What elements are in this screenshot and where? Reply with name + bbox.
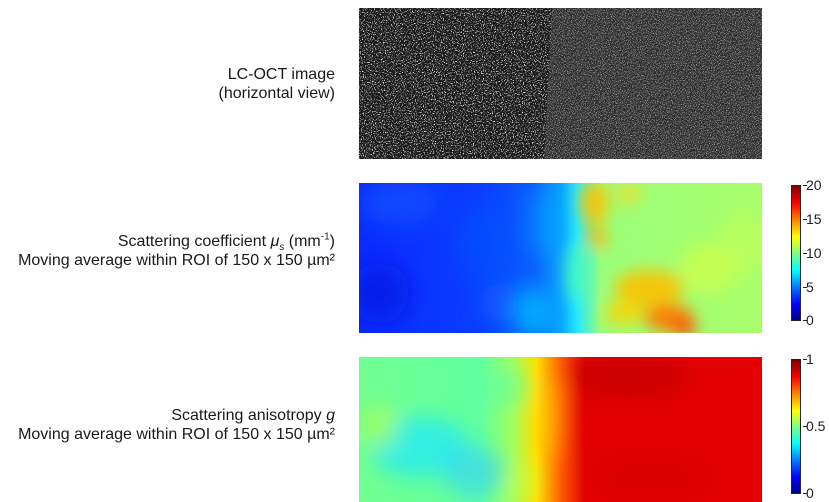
colorbar-tick-label: 15 <box>806 211 822 227</box>
scattering-coefficient-subtitle: Moving average within ROI of 150 x 150 µ… <box>18 252 335 269</box>
colorbar-tick-label: 10 <box>806 245 822 261</box>
anisotropy-heatmap <box>359 357 762 502</box>
oct-image-title: LC-OCT image <box>227 66 335 83</box>
colorbar-tick <box>803 185 807 186</box>
colorbar-tick-label: 1 <box>806 351 814 367</box>
scattering-coefficient-heatmap <box>359 183 762 333</box>
colorbar-tick <box>803 359 807 360</box>
anisotropy-colorbar <box>791 359 801 494</box>
g-symbol: g <box>326 407 335 424</box>
anisotropy-subtitle: Moving average within ROI of 150 x 150 µ… <box>18 426 335 443</box>
scattering-coefficient-title-prefix: Scattering coefficient <box>117 233 271 250</box>
colorbar-tick <box>803 219 807 220</box>
unit-exponent: -1 <box>320 231 330 243</box>
scattering-coefficient-map <box>359 183 762 333</box>
colorbar-tick <box>803 426 807 427</box>
mu-symbol: μ <box>270 233 280 250</box>
colorbar-tick-label: 0.5 <box>806 418 826 434</box>
colorbar-tick <box>803 253 807 254</box>
oct-image-subtitle: (horizontal view) <box>218 85 335 102</box>
mu-subscript: s <box>279 242 285 254</box>
scattering-coefficient-title: Scattering coefficient μs (mm-1) <box>18 231 335 254</box>
oct-image <box>359 8 762 159</box>
colorbar-tick-label: 0 <box>806 312 814 328</box>
colorbar-tick-label: 20 <box>806 177 822 193</box>
unit-close: ) <box>329 233 335 250</box>
anisotropy-title: Scattering anisotropy g <box>18 406 335 425</box>
colorbar-tick <box>803 287 807 288</box>
oct-image-caption: LC-OCT image (horizontal view) <box>219 65 335 103</box>
anisotropy-map <box>359 357 762 502</box>
anisotropy-title-prefix: Scattering anisotropy <box>171 407 327 424</box>
oct-image-speckle <box>359 8 762 159</box>
scattering-coefficient-caption: Scattering coefficient μs (mm-1) Moving … <box>18 232 335 270</box>
colorbar-tick <box>803 493 807 494</box>
colorbar-tick-label: 5 <box>806 279 814 295</box>
unit-open: (mm <box>284 233 321 250</box>
colorbar-tick-label: 0 <box>806 485 814 501</box>
anisotropy-caption: Scattering anisotropy g Moving average w… <box>18 406 335 444</box>
colorbar-tick <box>803 320 807 321</box>
scattering-coefficient-colorbar <box>791 185 801 321</box>
